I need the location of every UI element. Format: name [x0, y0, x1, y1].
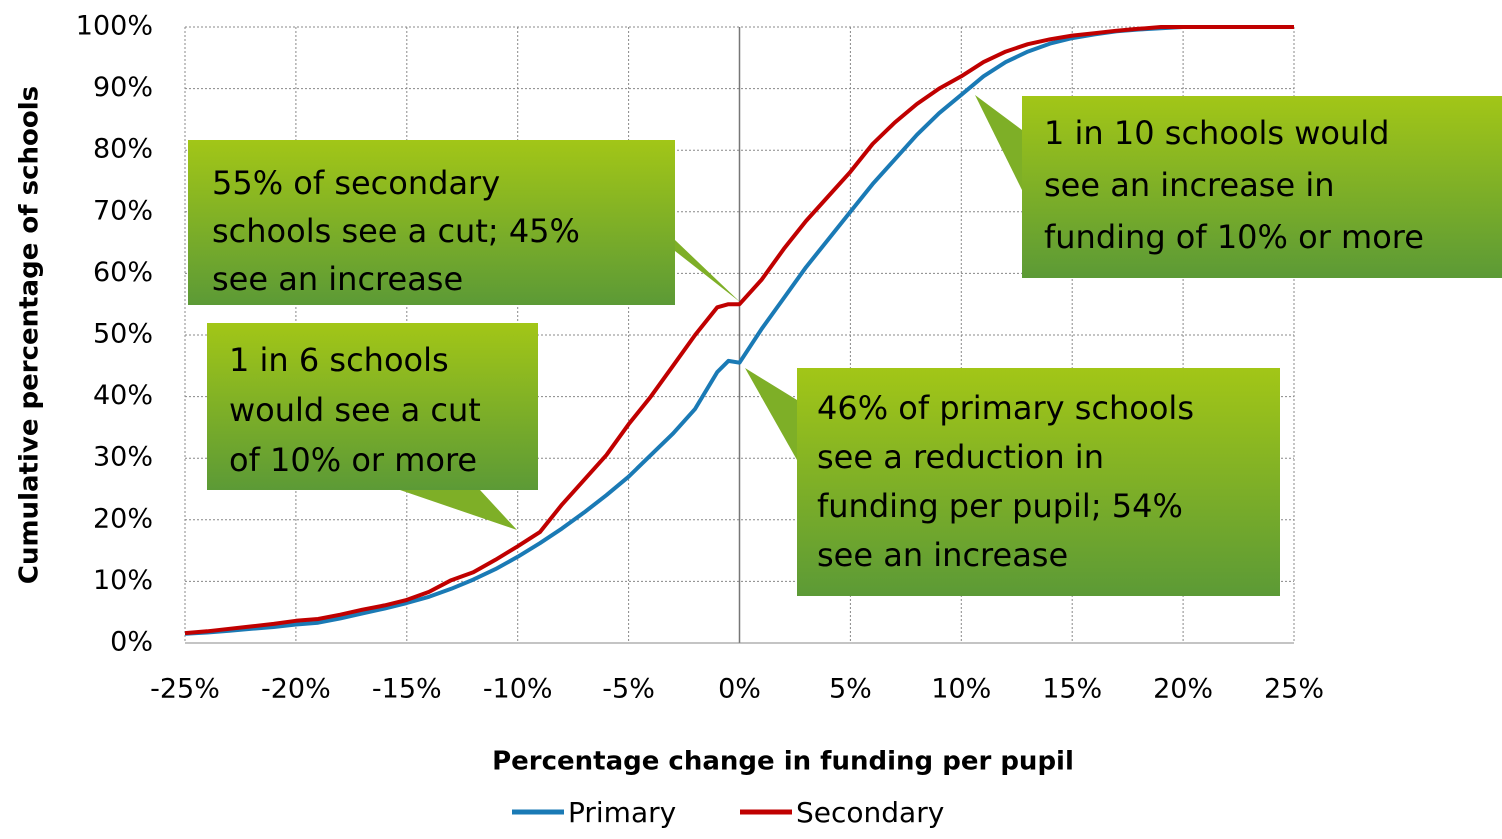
x-tick-label: 25% [1264, 674, 1324, 705]
annotation-text: see an increase in [1044, 166, 1335, 204]
y-tick-label: 100% [76, 11, 153, 42]
annotation-text: 1 in 6 schools [229, 341, 449, 379]
series-line [184, 25, 1294, 636]
x-tick-label: 20% [1153, 674, 1213, 705]
annotation-text: 46% of primary schools [817, 389, 1194, 427]
y-tick-label: 30% [93, 442, 153, 473]
annotation-text: funding per pupil; 54% [817, 487, 1183, 525]
legend-label: Secondary [796, 796, 944, 829]
y-tick-label: 70% [93, 195, 153, 226]
annotation: 55% of secondary schools see a cut; 45% se… [188, 140, 740, 305]
y-tick-label: 0% [110, 627, 153, 658]
x-tick-label: -5% [602, 674, 655, 705]
y-tick-label: 20% [93, 503, 153, 534]
x-tick-label: 10% [931, 674, 991, 705]
annotation-text: see a reduction in [817, 438, 1104, 476]
annotation-text: would see a cut [229, 391, 481, 429]
x-tick-label: 5% [829, 674, 872, 705]
legend-label: Primary [568, 796, 676, 829]
annotation-box [1022, 96, 1502, 278]
annotation: 1 in 10 schools would see an increase in f… [975, 95, 1502, 278]
annotation-text: schools see a cut; 45% [212, 212, 580, 250]
annotation-text: see an increase [817, 536, 1068, 574]
y-tick-label: 10% [93, 565, 153, 596]
annotation: 1 in 6 schools would see a cut of 10% or m… [207, 323, 538, 530]
x-tick-label: -25% [150, 674, 220, 705]
annotation-pointer [400, 490, 517, 530]
annotation: 46% of primary schools see a reduction in… [745, 368, 1280, 596]
x-tick-label: -15% [372, 674, 442, 705]
y-tick-label: 50% [93, 319, 153, 350]
annotation-box [207, 323, 538, 490]
annotation-text: funding of 10% or more [1044, 218, 1424, 256]
series-line [184, 25, 1294, 636]
x-tick-label: 0% [718, 674, 761, 705]
x-tick-label: 15% [1042, 674, 1102, 705]
annotation-box [797, 368, 1280, 596]
y-tick-label: 60% [93, 257, 153, 288]
x-tick-label: -10% [483, 674, 553, 705]
annotation-text: 1 in 10 schools would [1044, 114, 1389, 152]
annotation-pointer [975, 95, 1022, 190]
y-axis-title: Cumulative percentage of schools [15, 86, 45, 584]
annotation-text: see an increase [212, 260, 463, 298]
y-tick-label: 40% [93, 380, 153, 411]
y-tick-label: 90% [93, 72, 153, 103]
annotation-text: 55% of secondary [212, 164, 500, 202]
annotation-pointer [745, 368, 797, 460]
annotation-text: of 10% or more [229, 441, 477, 479]
y-tick-label: 80% [93, 134, 153, 165]
x-axis-title: Percentage change in funding per pupil [492, 747, 1074, 777]
annotation-box [188, 140, 675, 305]
x-tick-label: -20% [261, 674, 331, 705]
